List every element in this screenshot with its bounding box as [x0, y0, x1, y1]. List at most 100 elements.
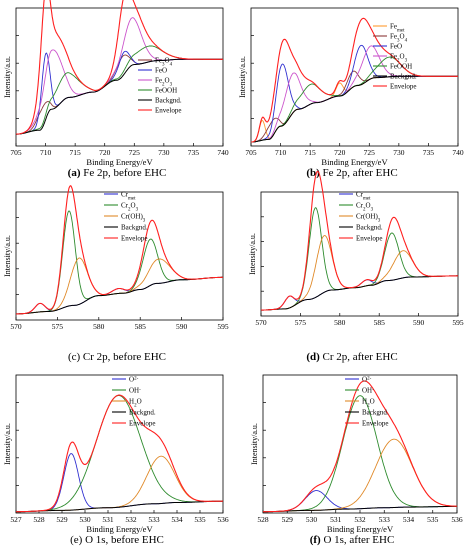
x-tick-label: 570 — [255, 318, 267, 327]
chart-o-after: Intensity/a.u. 528 529 530 531 532 533 534 535 53… — [250, 374, 463, 534]
legend-label: Envelope — [129, 420, 155, 428]
x-tick-label: 531 — [102, 515, 114, 524]
x-tick-label: 575 — [295, 318, 307, 327]
panel-caption: (b) Fe 2p, after EHC — [235, 167, 469, 179]
x-tick-label: 720 — [99, 148, 111, 157]
series-envelope — [16, 0, 223, 135]
x-tick-label: 725 — [364, 148, 376, 157]
x-axis-label: Binding Energy/eV — [86, 524, 153, 534]
legend-label: Envelope — [121, 235, 147, 243]
series-feo — [250, 44, 458, 143]
series-background — [16, 500, 223, 513]
x-tick-label: 735 — [423, 148, 435, 157]
legend-label: Backgnd. — [390, 73, 417, 81]
caption-text: Fe 2p, after EHC — [319, 167, 398, 179]
x-tick-label: 595 — [217, 322, 229, 331]
panel-cr-after: Intensity/a.u. 570 575 580 585 590 595 Crmet Cr2… — [235, 170, 469, 367]
x-tick-label: 590 — [413, 318, 425, 327]
x-tick-label: 720 — [334, 148, 346, 157]
x-tick-label: 740 — [217, 148, 229, 157]
panel-letter: (b) — [306, 167, 320, 179]
series-h2o — [16, 455, 223, 513]
x-tick-label: 715 — [305, 148, 317, 157]
panel-fe-before: Intensity/a.u. 705 710 715 720 725 730 735 740 Bi… — [0, 0, 234, 183]
plot-frame — [15, 191, 224, 321]
y-axis-label: Intensity/a.u. — [3, 235, 12, 277]
x-tick-label: 705 — [10, 148, 22, 157]
legend-label: FeOOH — [155, 87, 177, 95]
x-tick-label: 580 — [334, 318, 346, 327]
panel-caption: (c) Cr 2p, before EHC — [0, 351, 234, 363]
legend-label: Femet — [390, 23, 405, 33]
legend-label: Backgnd. — [121, 224, 148, 232]
panel-caption: (e) O 1s, before EHC — [0, 534, 234, 546]
caption-text: Fe 2p, before EHC — [80, 167, 167, 179]
x-tick-label: 735 — [188, 148, 200, 157]
series-croh3 — [16, 257, 223, 315]
legend-label: Crmet — [356, 191, 371, 202]
panel-o-after: Intensity/a.u. 528 529 530 531 532 533 534 535 53… — [235, 367, 469, 550]
x-axis-label: Binding Energy/eV — [321, 157, 388, 167]
panel-o-before: Intensity/a.u. 527 528 529 530 531 532 533 534 53… — [0, 367, 234, 550]
legend-label: FeO — [390, 43, 402, 51]
legend-label: FeO — [155, 67, 167, 75]
x-tick-label: 705 — [245, 148, 257, 157]
series-envelope — [16, 394, 223, 513]
legend-label: Cr(OH)3 — [356, 213, 381, 224]
x-tick-label: 529 — [282, 515, 294, 524]
series-o2 — [16, 453, 223, 513]
panel-cr-before: Intensity/a.u. 570 575 580 585 590 595 Crmet Cr2… — [0, 184, 234, 367]
x-tick-label: 590 — [176, 322, 188, 331]
x-tick-label: 730 — [158, 148, 170, 157]
x-tick-label: 536 — [217, 515, 229, 524]
legend-label: Backgnd. — [362, 409, 389, 417]
x-tick-label: 534 — [403, 515, 415, 524]
series-background — [16, 276, 223, 315]
x-tick-label: 715 — [70, 148, 82, 157]
legend-label: H2O — [362, 398, 375, 409]
y-axis-label: Intensity/a.u. — [250, 423, 259, 465]
x-tick-label: 532 — [125, 515, 137, 524]
x-tick-label: 530 — [306, 515, 318, 524]
x-tick-label: 533 — [379, 515, 391, 524]
x-tick-label: 740 — [452, 148, 464, 157]
x-tick-label: 531 — [330, 515, 342, 524]
chart-o-before: Intensity/a.u. 527 528 529 530 531 532 533 534 53… — [3, 374, 229, 534]
legend-label: Cr2O3 — [356, 202, 374, 213]
plot-frame — [260, 191, 459, 317]
x-axis-label: Binding Energy/eV — [327, 524, 394, 534]
legend-label: Cr2O3 — [121, 202, 139, 213]
legend-label: Envelope — [155, 107, 181, 115]
legend-label: Backgnd. — [155, 97, 182, 105]
series-envelope — [263, 380, 458, 513]
legend-label: Crmet — [121, 191, 136, 202]
x-tick-label: 710 — [275, 148, 287, 157]
plot-frame — [15, 7, 224, 147]
panel-letter: (a) — [67, 167, 81, 179]
chart-fe-after: Intensity/a.u. 705 710 715 720 725 730 735 740 Bi… — [238, 7, 464, 167]
series-cr2o3 — [16, 210, 223, 315]
legend-label: FeOOH — [390, 63, 412, 71]
x-tick-label: 535 — [194, 515, 206, 524]
x-tick-label: 585 — [374, 318, 386, 327]
chart-cr-before: Intensity/a.u. 570 575 580 585 590 595 CrmetCr2… — [3, 185, 229, 331]
series-h2o — [263, 438, 458, 513]
series-crmet — [261, 275, 458, 311]
series-background — [16, 58, 223, 135]
legend-label: OH- — [129, 387, 141, 395]
caption-text: Cr 2p, after EHC — [319, 351, 398, 363]
chart-cr-after: Intensity/a.u. 570 575 580 585 590 595 CrmetCr2… — [248, 170, 464, 327]
caption-text: O 1s, after EHC — [320, 534, 395, 546]
panel-fe-after: Intensity/a.u. 705 710 715 720 725 730 735 740 Bi… — [235, 0, 469, 183]
x-tick-label: 580 — [93, 322, 105, 331]
x-tick-label: 725 — [129, 148, 141, 157]
panel-caption: (a) Fe 2p, before EHC — [0, 167, 234, 179]
panel-caption: (f) O 1s, after EHC — [235, 534, 469, 546]
x-tick-label: 535 — [427, 515, 439, 524]
